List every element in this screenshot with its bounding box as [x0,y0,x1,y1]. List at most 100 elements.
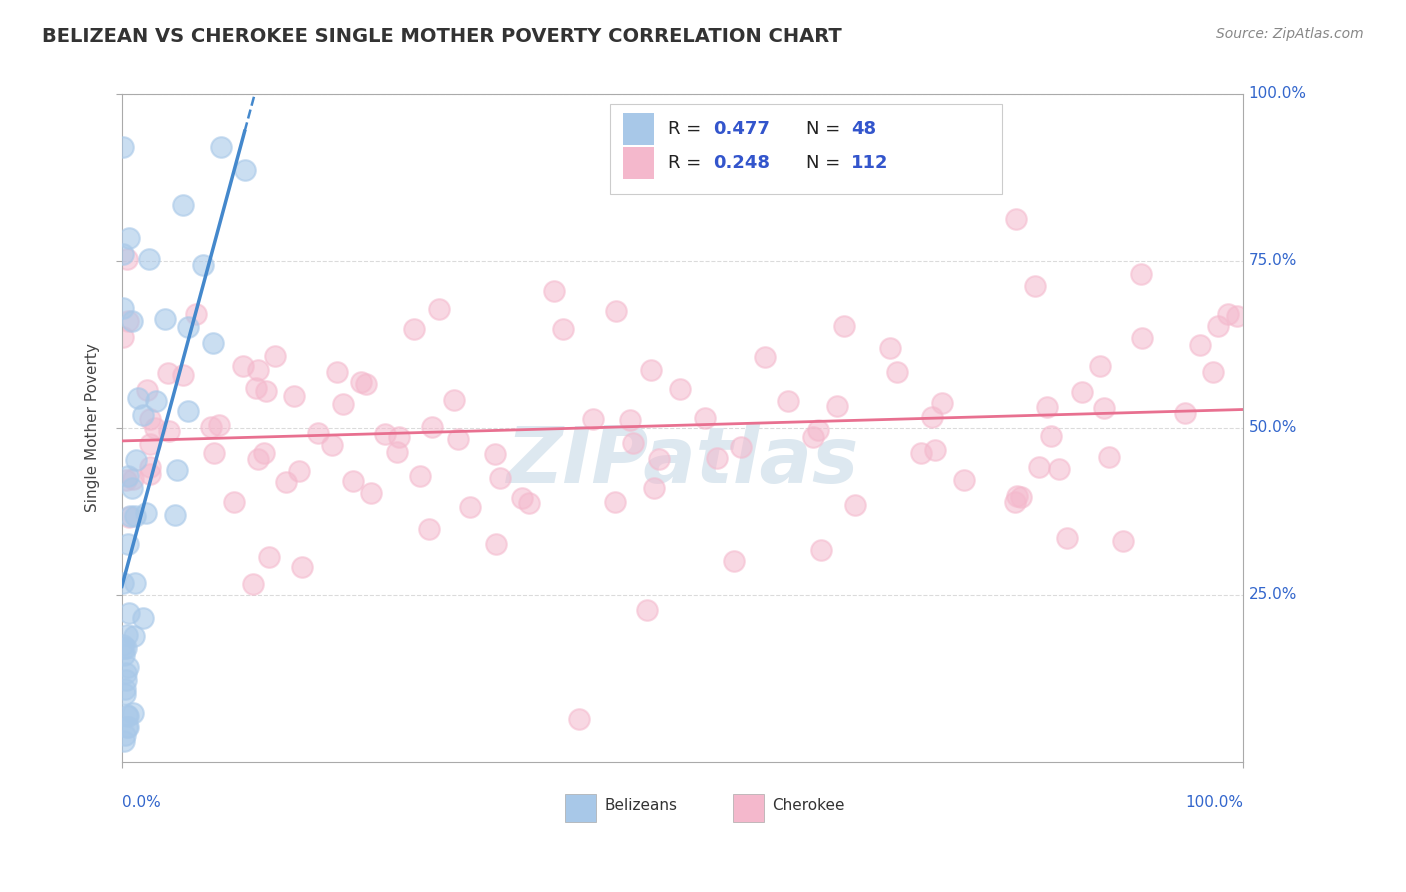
Text: 0.477: 0.477 [713,120,769,138]
Point [135,507,157,521]
Text: R =: R = [668,120,707,138]
Point [931,396,953,410]
Point [924,442,946,457]
Point [332,397,354,411]
Point [222,495,245,509]
Point [350,376,373,390]
Point [172,368,194,383]
Text: 48: 48 [851,120,876,138]
Point [245,381,267,395]
Point [155,311,177,326]
Point [115,665,138,680]
Point [177,404,200,418]
Bar [623,146,654,178]
Point [603,495,626,509]
Point [1206,319,1229,334]
Point [810,542,832,557]
Point [202,336,225,351]
Point [1028,459,1050,474]
Text: ZIPatlas: ZIPatlas [506,423,859,500]
Point [246,363,269,377]
Point [283,388,305,402]
Point [648,451,671,466]
Point [118,231,141,245]
Point [953,473,976,487]
Point [143,421,166,435]
Point [827,399,849,413]
Text: BELIZEAN VS CHEROKEE SINGLE MOTHER POVERTY CORRELATION CHART: BELIZEAN VS CHEROKEE SINGLE MOTHER POVER… [42,27,842,45]
Point [165,508,187,522]
Point [138,252,160,267]
Text: R =: R = [668,153,707,171]
Point [139,467,162,482]
Point [1070,385,1092,400]
Point [1218,307,1240,321]
Point [1056,531,1078,545]
Point [409,468,432,483]
Y-axis label: Single Mother Poverty: Single Mother Poverty [86,343,100,512]
Text: 100.0%: 100.0% [1249,87,1306,102]
Point [246,452,269,467]
Point [543,284,565,298]
Point [200,420,222,434]
Point [112,648,135,663]
Point [879,341,901,355]
Point [693,410,716,425]
Text: Cherokee: Cherokee [772,797,845,813]
Point [1088,359,1111,374]
Point [117,537,139,551]
Point [156,366,179,380]
Point [553,322,575,336]
Point [172,197,194,211]
Point [1226,310,1249,324]
Text: Belizeans: Belizeans [605,797,678,813]
Point [274,475,297,489]
Point [921,409,943,424]
Point [754,350,776,364]
Point [354,377,377,392]
Point [730,440,752,454]
Bar [733,794,765,822]
Point [118,509,141,524]
Point [1004,494,1026,508]
Point [117,708,139,723]
Point [458,500,481,514]
Point [668,382,690,396]
Point [112,639,135,653]
Point [443,392,465,407]
Point [1024,278,1046,293]
Point [342,474,364,488]
Point [124,575,146,590]
Point [138,412,160,426]
Text: 25.0%: 25.0% [1249,587,1298,602]
Point [568,713,591,727]
Point [404,322,426,336]
Point [202,445,225,459]
Point [582,412,605,426]
Point [209,140,232,154]
Point [485,537,508,551]
Point [117,314,139,328]
Point [242,577,264,591]
Point [114,473,136,487]
Point [115,720,138,734]
Point [910,446,932,460]
Point [127,391,149,405]
Point [446,432,468,446]
Point [643,481,665,495]
Bar [623,113,654,145]
Point [145,393,167,408]
Point [1036,400,1059,414]
Point [139,459,162,474]
Bar [610,103,1002,194]
Point [207,418,229,433]
Point [640,363,662,377]
Text: 0.248: 0.248 [713,153,770,171]
Point [706,450,728,465]
Text: 0.0%: 0.0% [122,795,160,810]
Point [844,498,866,512]
Point [114,681,136,696]
Point [184,307,207,321]
Point [517,496,540,510]
Point [259,550,281,565]
